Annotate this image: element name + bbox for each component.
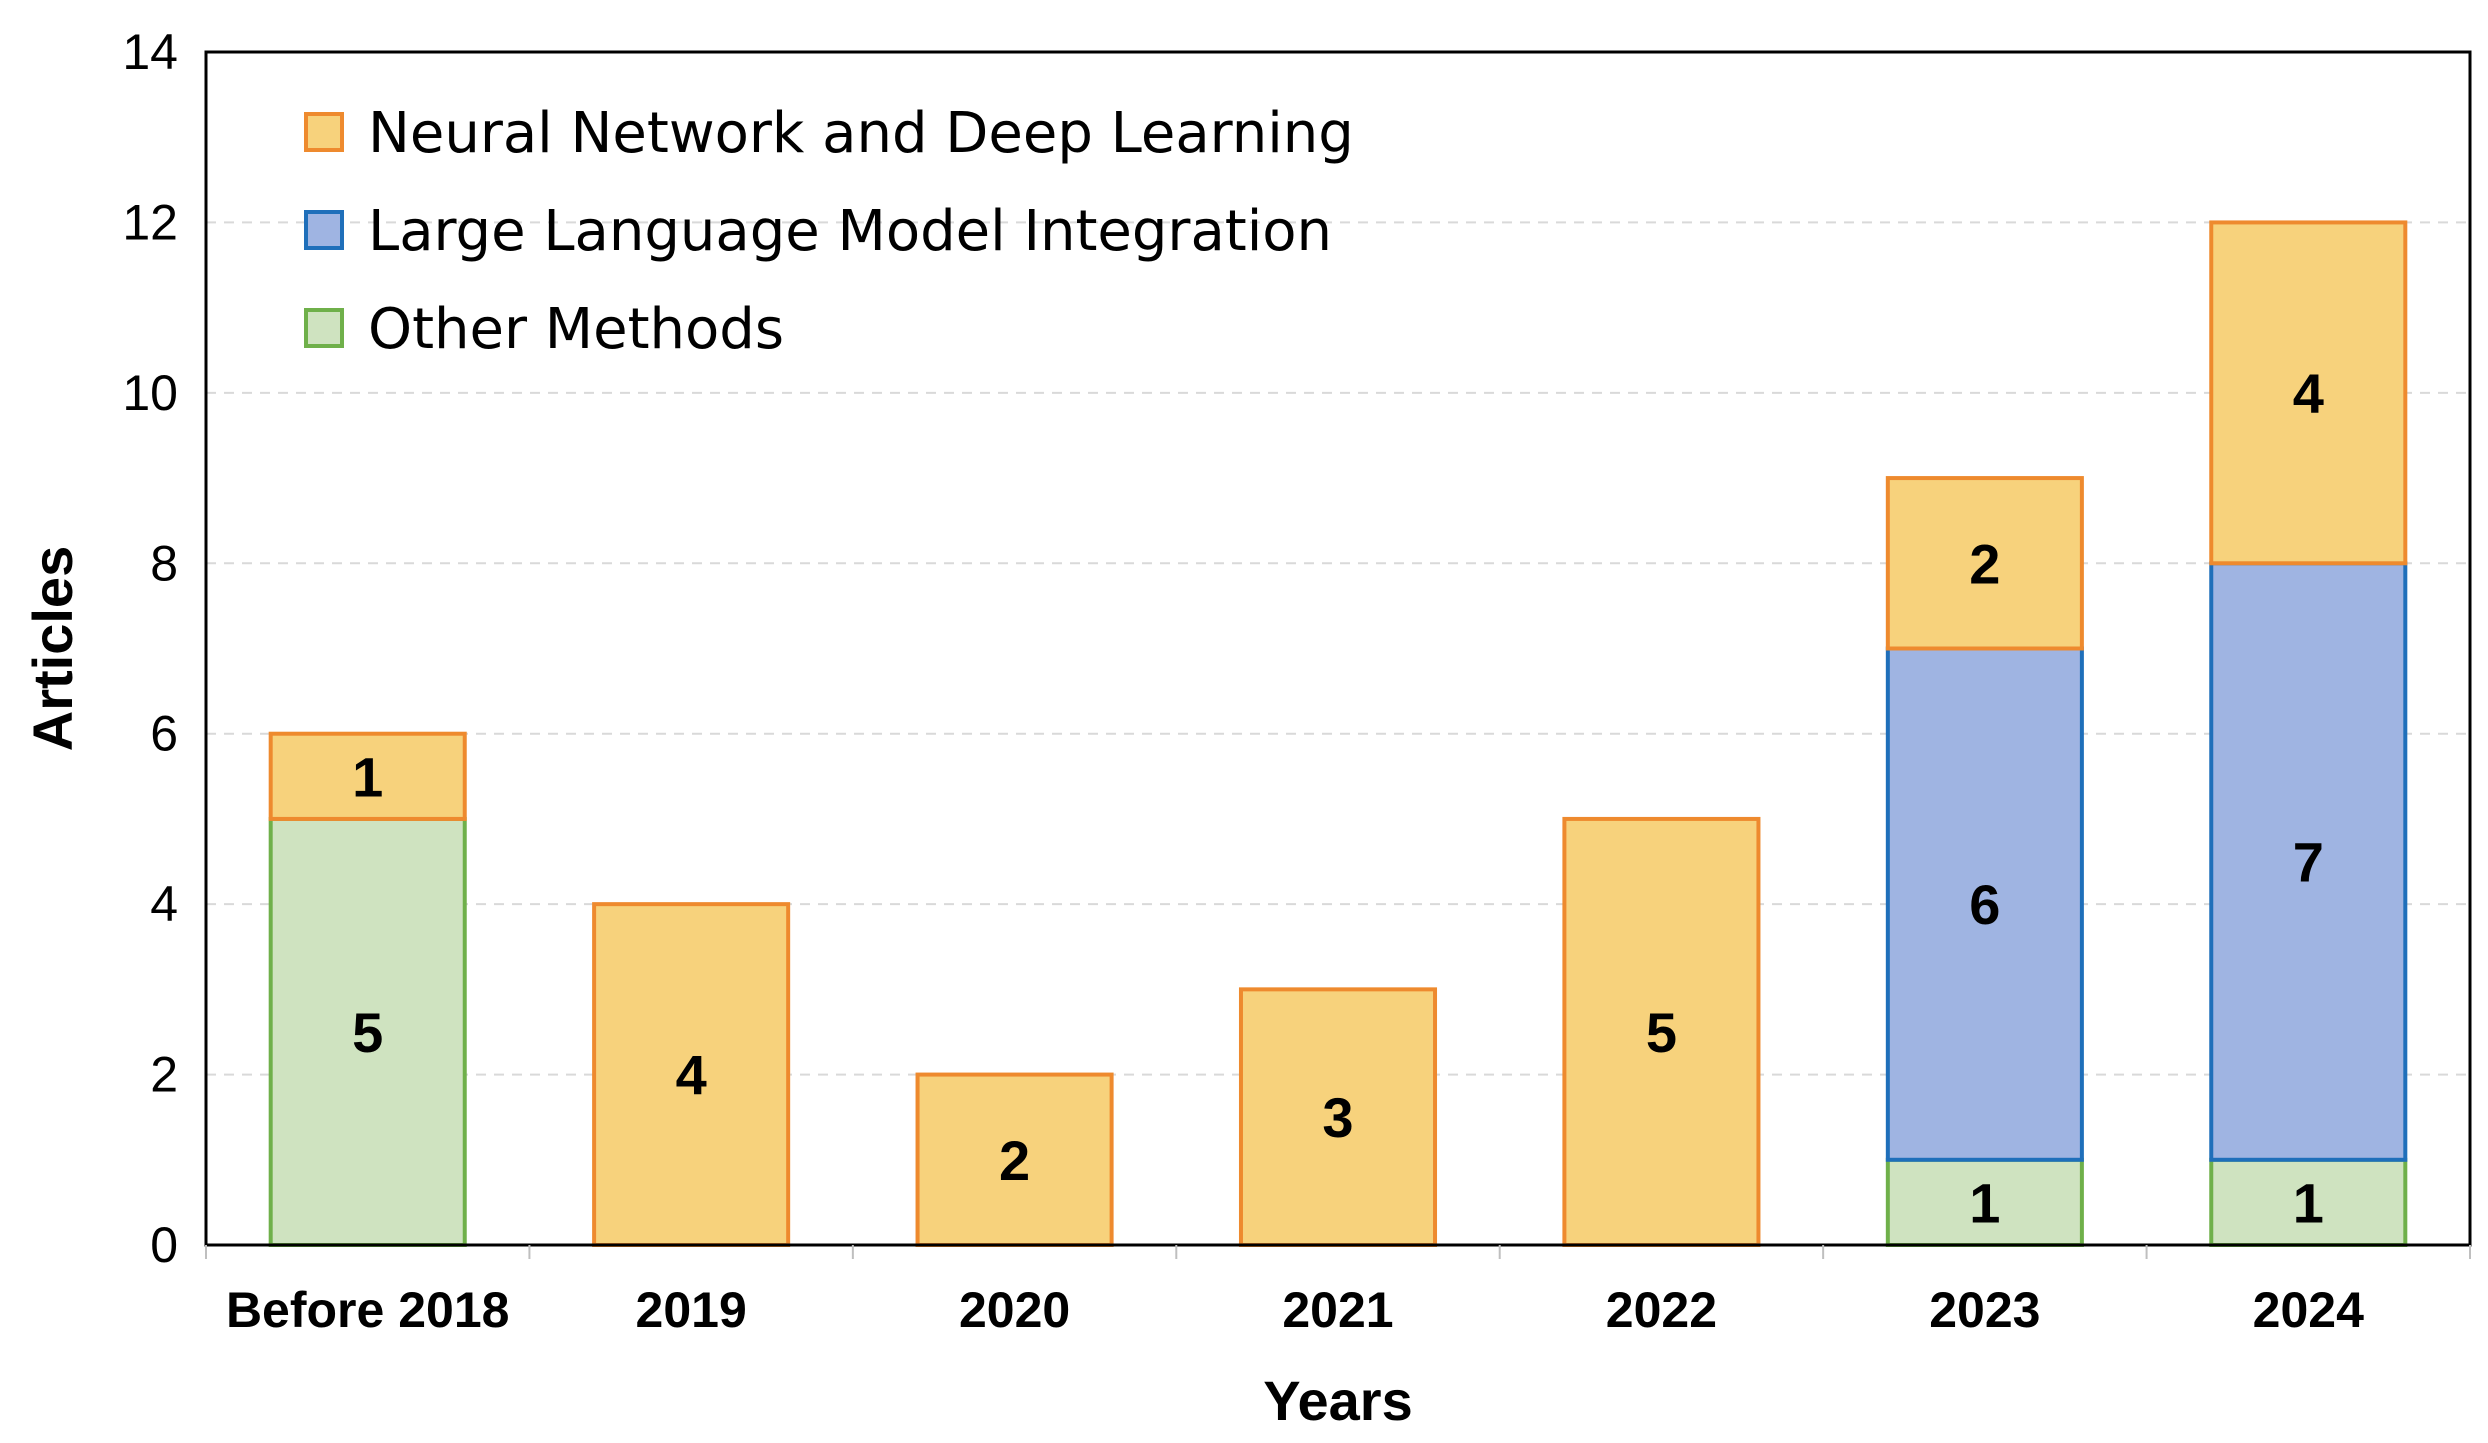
data-label: 7 bbox=[2293, 831, 2324, 894]
bar-neural-network-and-deep-learning bbox=[1885, 476, 2084, 651]
legend-swatch bbox=[304, 112, 344, 152]
data-label: 1 bbox=[1969, 1171, 2000, 1234]
x-tick-label: 2021 bbox=[1282, 1282, 1393, 1338]
legend: Neural Network and Deep Learning Large La… bbox=[304, 101, 1354, 362]
y-tick-label: 0 bbox=[150, 1217, 178, 1273]
y-tick-label: 12 bbox=[122, 194, 178, 250]
y-tick-label: 10 bbox=[122, 365, 178, 421]
data-label: 6 bbox=[1969, 873, 2000, 936]
bars bbox=[268, 220, 2408, 1248]
x-tick-label: 2023 bbox=[1929, 1282, 2040, 1338]
data-label: 1 bbox=[352, 745, 383, 808]
x-tick-label: 2024 bbox=[2253, 1282, 2364, 1338]
data-label: 4 bbox=[676, 1044, 707, 1107]
bar-neural-network-and-deep-learning bbox=[1562, 816, 1761, 1248]
bar-neural-network-and-deep-learning bbox=[915, 1072, 1114, 1247]
legend-swatch bbox=[304, 308, 344, 348]
legend-label: Neural Network and Deep Learning bbox=[368, 101, 1354, 166]
legend-swatch bbox=[304, 210, 344, 250]
data-label: 4 bbox=[2293, 362, 2324, 425]
data-label: 5 bbox=[352, 1001, 383, 1064]
x-tick-label: Before 2018 bbox=[226, 1282, 510, 1338]
y-tick-label: 4 bbox=[150, 876, 178, 932]
x-axis-title: Years bbox=[1263, 1369, 1413, 1432]
y-axis-title: Articles bbox=[21, 546, 84, 751]
data-label: 5 bbox=[1646, 1001, 1677, 1064]
bar-neural-network-and-deep-learning bbox=[592, 902, 791, 1248]
legend-label: Other Methods bbox=[368, 297, 784, 362]
y-tick-label: 6 bbox=[150, 706, 178, 762]
x-tick-label: 2022 bbox=[1606, 1282, 1717, 1338]
data-label: 2 bbox=[1969, 532, 2000, 595]
bar-neural-network-and-deep-learning bbox=[2209, 220, 2408, 566]
y-axis: 0 2 4 6 8 10 12 14 bbox=[122, 24, 178, 1273]
bar-other-methods bbox=[268, 816, 467, 1248]
y-tick-label: 14 bbox=[122, 24, 178, 80]
data-label: 2 bbox=[999, 1129, 1030, 1192]
data-label: 3 bbox=[1322, 1086, 1353, 1149]
x-axis: Before 2018 2019 2020 2021 2022 2023 2024 bbox=[205, 1245, 2471, 1338]
data-label: 1 bbox=[2293, 1171, 2324, 1234]
bar-neural-network-and-deep-learning bbox=[268, 731, 467, 821]
data-labels: 5 1 4 2 3 5 1 6 2 1 7 4 bbox=[352, 362, 2324, 1235]
y-tick-label: 2 bbox=[150, 1047, 178, 1103]
x-tick-label: 2020 bbox=[959, 1282, 1070, 1338]
legend-label: Large Language Model Integration bbox=[368, 199, 1332, 264]
bar-large-language-model-integration bbox=[1885, 646, 2084, 1162]
bar-other-methods bbox=[2209, 1157, 2408, 1248]
bar-large-language-model-integration bbox=[2209, 561, 2408, 1162]
x-tick-label: 2019 bbox=[636, 1282, 747, 1338]
y-tick-label: 8 bbox=[150, 535, 178, 591]
plot-area-frame bbox=[204, 50, 2472, 1247]
